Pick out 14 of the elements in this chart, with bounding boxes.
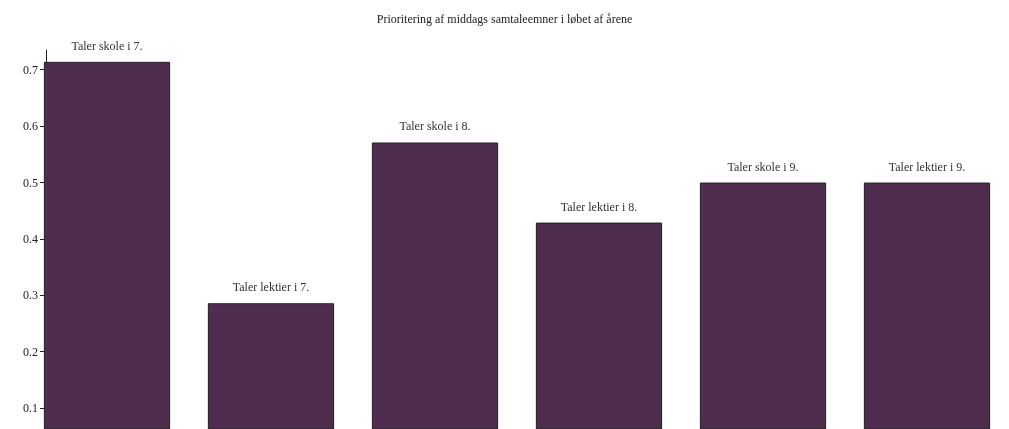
x-tick-label: Taler lektier i 8. — [560, 199, 638, 214]
y-tick-label: 0.5 — [23, 175, 38, 190]
x-tick-label: Taler skole i 8. — [399, 119, 471, 134]
x-tick-label: Taler skole i 9. — [727, 159, 799, 174]
chart-title: Prioritering af middags samtaleemner i løbet af årene — [376, 12, 633, 26]
y-tick-label: 0.2 — [23, 344, 38, 359]
y-tick-label: 0.7 — [23, 62, 38, 77]
x-tick-label: Taler lektier i 7. — [232, 280, 310, 295]
y-tick-label: 0.4 — [23, 231, 38, 246]
y-tick-label: 0.1 — [23, 401, 38, 416]
y-tick-label: 0.6 — [23, 119, 38, 134]
x-tick-label: Taler lektier i 9. — [888, 159, 966, 174]
y-tick-label: 0.3 — [23, 288, 38, 303]
x-tick-label: Taler skole i 7. — [71, 38, 143, 53]
